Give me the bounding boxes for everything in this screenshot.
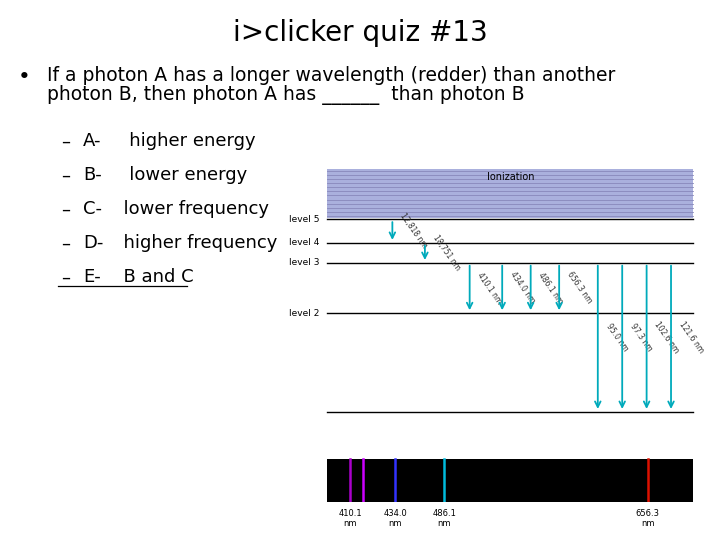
Text: level 2: level 2	[289, 308, 319, 318]
Text: D-: D-	[83, 234, 103, 252]
Text: E-: E-	[83, 268, 101, 286]
Bar	[328, 169, 693, 218]
Text: –: –	[61, 268, 71, 286]
Text: level 4: level 4	[289, 238, 319, 247]
Text: 656.3
nm: 656.3 nm	[636, 509, 660, 528]
Text: –: –	[61, 234, 71, 252]
Text: –: –	[61, 200, 71, 218]
Text: C-: C-	[83, 200, 102, 218]
Bar	[328, 458, 693, 502]
Text: i>clicker quiz #13: i>clicker quiz #13	[233, 19, 487, 47]
Text: higher frequency: higher frequency	[112, 234, 277, 252]
Text: 410.1 nm: 410.1 nm	[476, 271, 504, 305]
Text: –: –	[61, 166, 71, 184]
Text: lower energy: lower energy	[112, 166, 247, 184]
Text: photon B, then photon A has ______  than photon B: photon B, then photon A has ______ than …	[47, 85, 524, 105]
Text: 95.0 nm: 95.0 nm	[604, 322, 629, 353]
Text: 102.6 nm: 102.6 nm	[653, 320, 681, 355]
Text: lower frequency: lower frequency	[112, 200, 269, 218]
Text: 434.0 nm: 434.0 nm	[508, 271, 536, 306]
Text: higher energy: higher energy	[112, 132, 255, 150]
Text: B-: B-	[83, 166, 102, 184]
Text: level 3: level 3	[289, 258, 319, 267]
Text: •: •	[18, 68, 31, 87]
Text: 434.0
nm: 434.0 nm	[383, 509, 407, 528]
Text: Ionization: Ionization	[487, 172, 534, 183]
Text: 486.1
nm: 486.1 nm	[433, 509, 456, 528]
Text: A-: A-	[83, 132, 102, 150]
Text: 97.3 nm: 97.3 nm	[629, 322, 654, 353]
Text: 410.1
nm: 410.1 nm	[338, 509, 361, 528]
Text: 656.3 nm: 656.3 nm	[565, 271, 593, 306]
Text: 12,818 nm: 12,818 nm	[398, 212, 429, 250]
Text: 121.6 nm: 121.6 nm	[677, 320, 705, 355]
Text: 18,751 nm: 18,751 nm	[431, 233, 462, 272]
Text: –: –	[61, 132, 71, 150]
Text: If a photon A has a longer wavelength (redder) than another: If a photon A has a longer wavelength (r…	[47, 66, 615, 85]
Text: 486.1 nm: 486.1 nm	[537, 271, 565, 305]
Text: level 5: level 5	[289, 215, 319, 224]
Text: B and C: B and C	[112, 268, 193, 286]
